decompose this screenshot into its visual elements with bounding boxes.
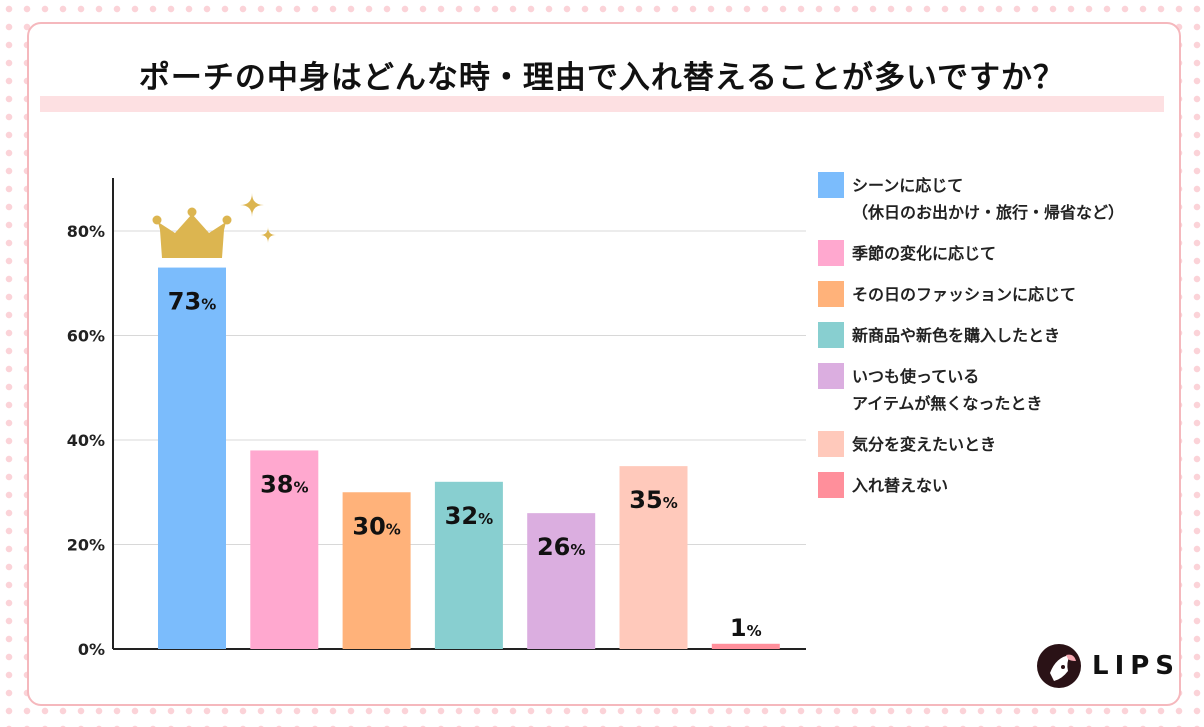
- legend-label: 新商品や新色を購入したとき: [852, 326, 1061, 345]
- legend-label: その日のファッションに応じて: [852, 285, 1077, 304]
- legend-swatch: [818, 172, 844, 198]
- sparkle-icon: [260, 227, 276, 243]
- legend-swatch: [818, 281, 844, 307]
- bar: [527, 513, 596, 649]
- legend-item: 入れ替えない: [818, 472, 1124, 499]
- legend-item: 季節の変化に応じて: [818, 240, 1124, 267]
- bar: [619, 466, 688, 649]
- y-tick-label: 0%: [78, 640, 105, 659]
- y-tick-label: 20%: [67, 536, 105, 555]
- legend-swatch: [818, 240, 844, 266]
- legend-swatch: [818, 322, 844, 348]
- legend-item: その日のファッションに応じて: [818, 281, 1124, 308]
- deer-logo-icon: [1037, 644, 1081, 688]
- legend-label: 入れ替えない: [852, 476, 949, 495]
- bar: [711, 643, 780, 649]
- legend: シーンに応じて （休日のお出かけ・旅行・帰省など） 季節の変化に応じてその日のファ…: [818, 172, 1124, 513]
- legend-label: 季節の変化に応じて: [852, 244, 997, 263]
- legend-item: シーンに応じて （休日のお出かけ・旅行・帰省など）: [818, 172, 1124, 226]
- legend-label: シーンに応じて （休日のお出かけ・旅行・帰省など）: [852, 176, 1125, 222]
- title-highlight: [40, 96, 1164, 112]
- brand-name: LIPS: [1092, 651, 1181, 681]
- legend-label: 気分を変えたいとき: [852, 435, 997, 454]
- legend-item: 気分を変えたいとき: [818, 431, 1124, 458]
- y-tick-label: 60%: [67, 327, 105, 346]
- legend-item: いつも使っている アイテムが無くなったとき: [818, 363, 1124, 417]
- data-label: 1%: [730, 614, 762, 642]
- chart-title: ポーチの中身はどんな時・理由で入れ替えることが多いですか？: [138, 60, 1066, 96]
- legend-label: いつも使っている アイテムが無くなったとき: [852, 367, 1043, 413]
- y-tick-label: 40%: [67, 431, 105, 450]
- y-tick-label: 80%: [67, 222, 105, 241]
- bar: [434, 481, 503, 649]
- sparkle-icon: [240, 193, 264, 217]
- bar: [158, 267, 226, 649]
- legend-swatch: [818, 472, 844, 498]
- legend-swatch: [818, 363, 844, 389]
- lips-logo: LIPS: [1036, 643, 1180, 689]
- legend-item: 新商品や新色を購入したとき: [818, 322, 1124, 349]
- bar: [250, 450, 319, 649]
- bar: [342, 492, 411, 649]
- legend-swatch: [818, 431, 844, 457]
- crown-icon: [152, 207, 232, 258]
